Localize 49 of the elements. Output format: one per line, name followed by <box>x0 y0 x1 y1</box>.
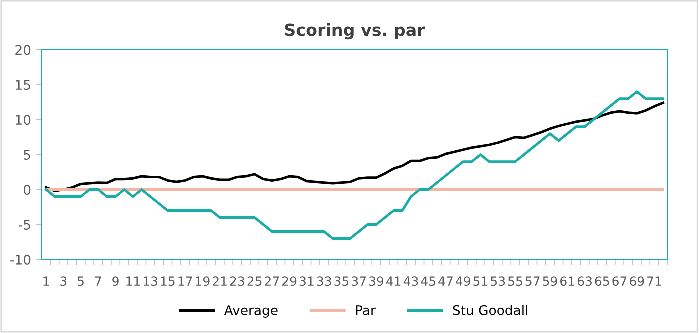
x-tick-label: 3 <box>60 276 67 286</box>
legend-label: Stu Goodall <box>453 305 528 316</box>
x-tick-label: 41 <box>386 276 401 286</box>
legend-label: Par <box>356 306 376 316</box>
x-tick-label: 39 <box>369 276 384 286</box>
x-tick-label: 13 <box>144 276 158 286</box>
y-tick-label: 15 <box>16 80 30 90</box>
legend-label: Average <box>224 306 278 318</box>
x-tick-label: 5 <box>78 276 84 286</box>
x-tick-label: 29 <box>282 276 297 286</box>
x-tick-label: 67 <box>612 276 627 286</box>
line-series <box>45 102 664 192</box>
x-tick-label: 21 <box>213 276 227 286</box>
x-tick-label: 9 <box>112 276 119 286</box>
x-tick-label: 55 <box>508 276 522 286</box>
x-tick-label: 49 <box>456 276 470 286</box>
x-tick-label: 1 <box>44 276 50 286</box>
x-tick-label: 31 <box>300 276 314 286</box>
y-tick-label: -5 <box>19 220 30 230</box>
x-tick-label: 57 <box>526 276 540 286</box>
x-tick-label: 37 <box>352 276 366 286</box>
y-tick-label: -10 <box>10 254 31 265</box>
x-tick-label: 51 <box>474 276 488 286</box>
x-tick-label: 27 <box>265 276 280 286</box>
x-tick-label: 7 <box>95 276 102 286</box>
x-tick-label: 17 <box>178 276 192 286</box>
x-tick-label: 59 <box>543 276 558 286</box>
y-tick-label: 5 <box>24 150 30 160</box>
x-tick-label: 71 <box>648 276 662 286</box>
x-tick-label: 45 <box>421 276 436 286</box>
x-tick-label: 35 <box>334 276 349 286</box>
x-tick-label: 23 <box>230 276 244 286</box>
x-tick-label: 11 <box>126 276 140 286</box>
x-tick-label: 69 <box>630 276 644 286</box>
x-tick-label: 47 <box>438 276 453 286</box>
chart-title: Scoring vs. par <box>285 23 426 40</box>
x-tick-label: 63 <box>578 276 592 286</box>
x-tick-label: 61 <box>560 276 574 286</box>
y-tick-label: 10 <box>16 115 31 126</box>
y-tick-label: 0 <box>24 185 31 196</box>
line-series <box>45 90 664 240</box>
x-tick-label: 25 <box>248 276 262 286</box>
x-tick-label: 43 <box>404 276 418 286</box>
x-tick-label: 33 <box>317 276 332 286</box>
x-tick-label: 65 <box>595 276 610 286</box>
x-tick-label: 53 <box>491 276 506 286</box>
x-tick-label: 15 <box>161 276 175 286</box>
y-tick-label: 20 <box>16 45 31 56</box>
x-tick-label: 19 <box>196 276 210 286</box>
